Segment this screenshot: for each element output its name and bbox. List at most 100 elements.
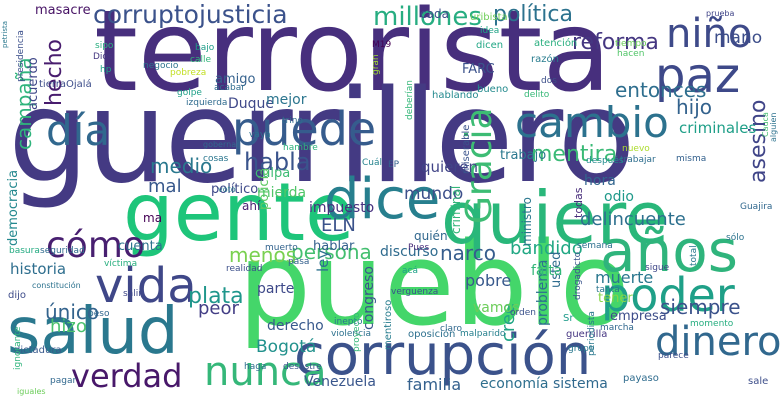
word-constitucion: constitución xyxy=(32,281,81,290)
word-dos: dos xyxy=(541,76,557,86)
word-nuevo: nuevo xyxy=(622,144,650,154)
word-tierraojala: tierraOjalá xyxy=(39,79,92,90)
word-plata: plata xyxy=(188,284,244,309)
word-guajira: Guajira xyxy=(740,202,773,212)
word-gente: gente xyxy=(123,166,355,259)
word-solo: sólo xyxy=(726,233,745,243)
word-presidencia: presidencia xyxy=(16,30,26,82)
word-cosas: cosas xyxy=(203,154,229,164)
word-semana: semana xyxy=(577,241,613,251)
word-claro: claro xyxy=(440,324,462,334)
word-reforma: reforma xyxy=(572,30,659,55)
word-siempre: siempre xyxy=(660,295,741,319)
word-razon: razón xyxy=(531,54,559,65)
word-bajo: bajo xyxy=(195,43,215,53)
word-cual: Cuál xyxy=(362,158,383,168)
word-despues: después xyxy=(586,156,624,166)
word-odio: odio xyxy=(604,189,634,205)
word-culpa: culpa xyxy=(255,166,291,181)
word-ministro: ministro xyxy=(520,197,534,246)
word-puede: puede xyxy=(232,102,377,156)
word-paz: paz xyxy=(655,48,741,104)
word-millones: millones xyxy=(373,2,482,32)
word-mentira: mentira xyxy=(531,142,618,167)
word-bueno: bueno xyxy=(477,84,509,95)
word-guerrilla: guerrilla xyxy=(566,329,608,340)
word-muerte: muerte xyxy=(595,268,654,287)
word-historia: historia xyxy=(10,260,67,278)
word-hablar: hablar xyxy=(313,239,355,254)
word-dicen: dicen xyxy=(476,40,504,51)
word-politico: político xyxy=(211,182,259,197)
word-habla: habla xyxy=(244,148,311,176)
word-dijo: dijo xyxy=(8,290,27,301)
word-trabajar: trabajar xyxy=(620,155,656,165)
word-tener: tener xyxy=(598,291,633,306)
word-payaso: payaso xyxy=(623,373,659,384)
word-golpe: golpe xyxy=(177,88,202,98)
word-verguenza: verguenza xyxy=(391,287,439,297)
word-sr: Sr xyxy=(563,313,574,324)
word-menos: menos xyxy=(229,243,297,267)
word-dice: dice xyxy=(324,167,441,232)
word-ignorante: ignorante xyxy=(13,326,23,370)
word-misma: misma xyxy=(676,154,707,164)
word-victima: víctima xyxy=(104,259,138,269)
word-atencion: atención xyxy=(534,38,578,49)
word-periodista: periodista xyxy=(587,311,597,356)
word-politica: política xyxy=(493,2,573,27)
word-hambre: hambre xyxy=(283,143,318,153)
word-nino: niño xyxy=(666,11,753,57)
word-total: total xyxy=(689,245,699,266)
word-dinero: dinero xyxy=(655,319,781,365)
word-farc: FARC xyxy=(462,62,495,77)
word-mejor: mejor xyxy=(266,92,307,108)
word-parte: parte xyxy=(257,281,295,297)
word-drogadicto: drogadicto xyxy=(573,251,583,300)
word-hacen: hacen xyxy=(617,49,645,59)
word-poder: poder xyxy=(601,268,735,322)
word-democracia: democracia xyxy=(6,169,21,246)
word-ahi: ahí xyxy=(242,199,261,213)
word-sipo: sipo xyxy=(95,41,114,51)
word-salud: salud xyxy=(7,295,179,369)
word-malparido: malparido xyxy=(460,329,506,339)
word-persona: persona xyxy=(291,240,372,264)
word-familia: familia xyxy=(407,375,462,394)
word-basura: basura xyxy=(9,246,40,256)
word-como: cómo xyxy=(46,225,145,266)
word-izquierda: izquierda xyxy=(186,98,228,108)
word-impuesto: impuesto xyxy=(309,200,375,216)
word-peso: peso xyxy=(88,309,110,319)
word-iguales: iguales xyxy=(17,387,46,396)
word-cuenta: cuenta xyxy=(118,239,163,254)
word-pueblo: pueblo xyxy=(238,218,630,352)
word-pobreza: pobreza xyxy=(170,68,207,78)
word-ma: ma xyxy=(143,211,163,225)
word-pues: Pues xyxy=(408,243,430,253)
word-falta: falta xyxy=(531,263,563,279)
word-cambio: cambio xyxy=(515,98,669,147)
word-unico: único xyxy=(45,300,100,324)
word-corrupcion: corrupción xyxy=(294,323,592,388)
word-todas: todas xyxy=(572,187,585,219)
word-venezuela: Venezuela xyxy=(304,374,376,390)
word-duque: Duque xyxy=(228,96,275,112)
word-discurso: discurso xyxy=(380,244,439,260)
word-sale: sale xyxy=(748,376,769,387)
word-cada: cada xyxy=(420,7,449,21)
word-momento: momento xyxy=(690,319,734,329)
word-gran: gran xyxy=(371,54,381,75)
word-prueba: prueba xyxy=(706,9,735,18)
word-delincuente: delincuente xyxy=(580,209,686,230)
word-grupo: grupo xyxy=(568,344,595,354)
word-orden: orden xyxy=(510,308,537,318)
word-haga: haga xyxy=(244,362,267,372)
word-dia: día xyxy=(46,106,111,155)
word-hizo: hizo xyxy=(50,316,87,337)
word-deberian: deberían xyxy=(405,80,415,120)
word-eln: ELN xyxy=(321,215,356,236)
word-tanta: tanta xyxy=(596,285,620,295)
word-medio: medio xyxy=(150,154,213,178)
